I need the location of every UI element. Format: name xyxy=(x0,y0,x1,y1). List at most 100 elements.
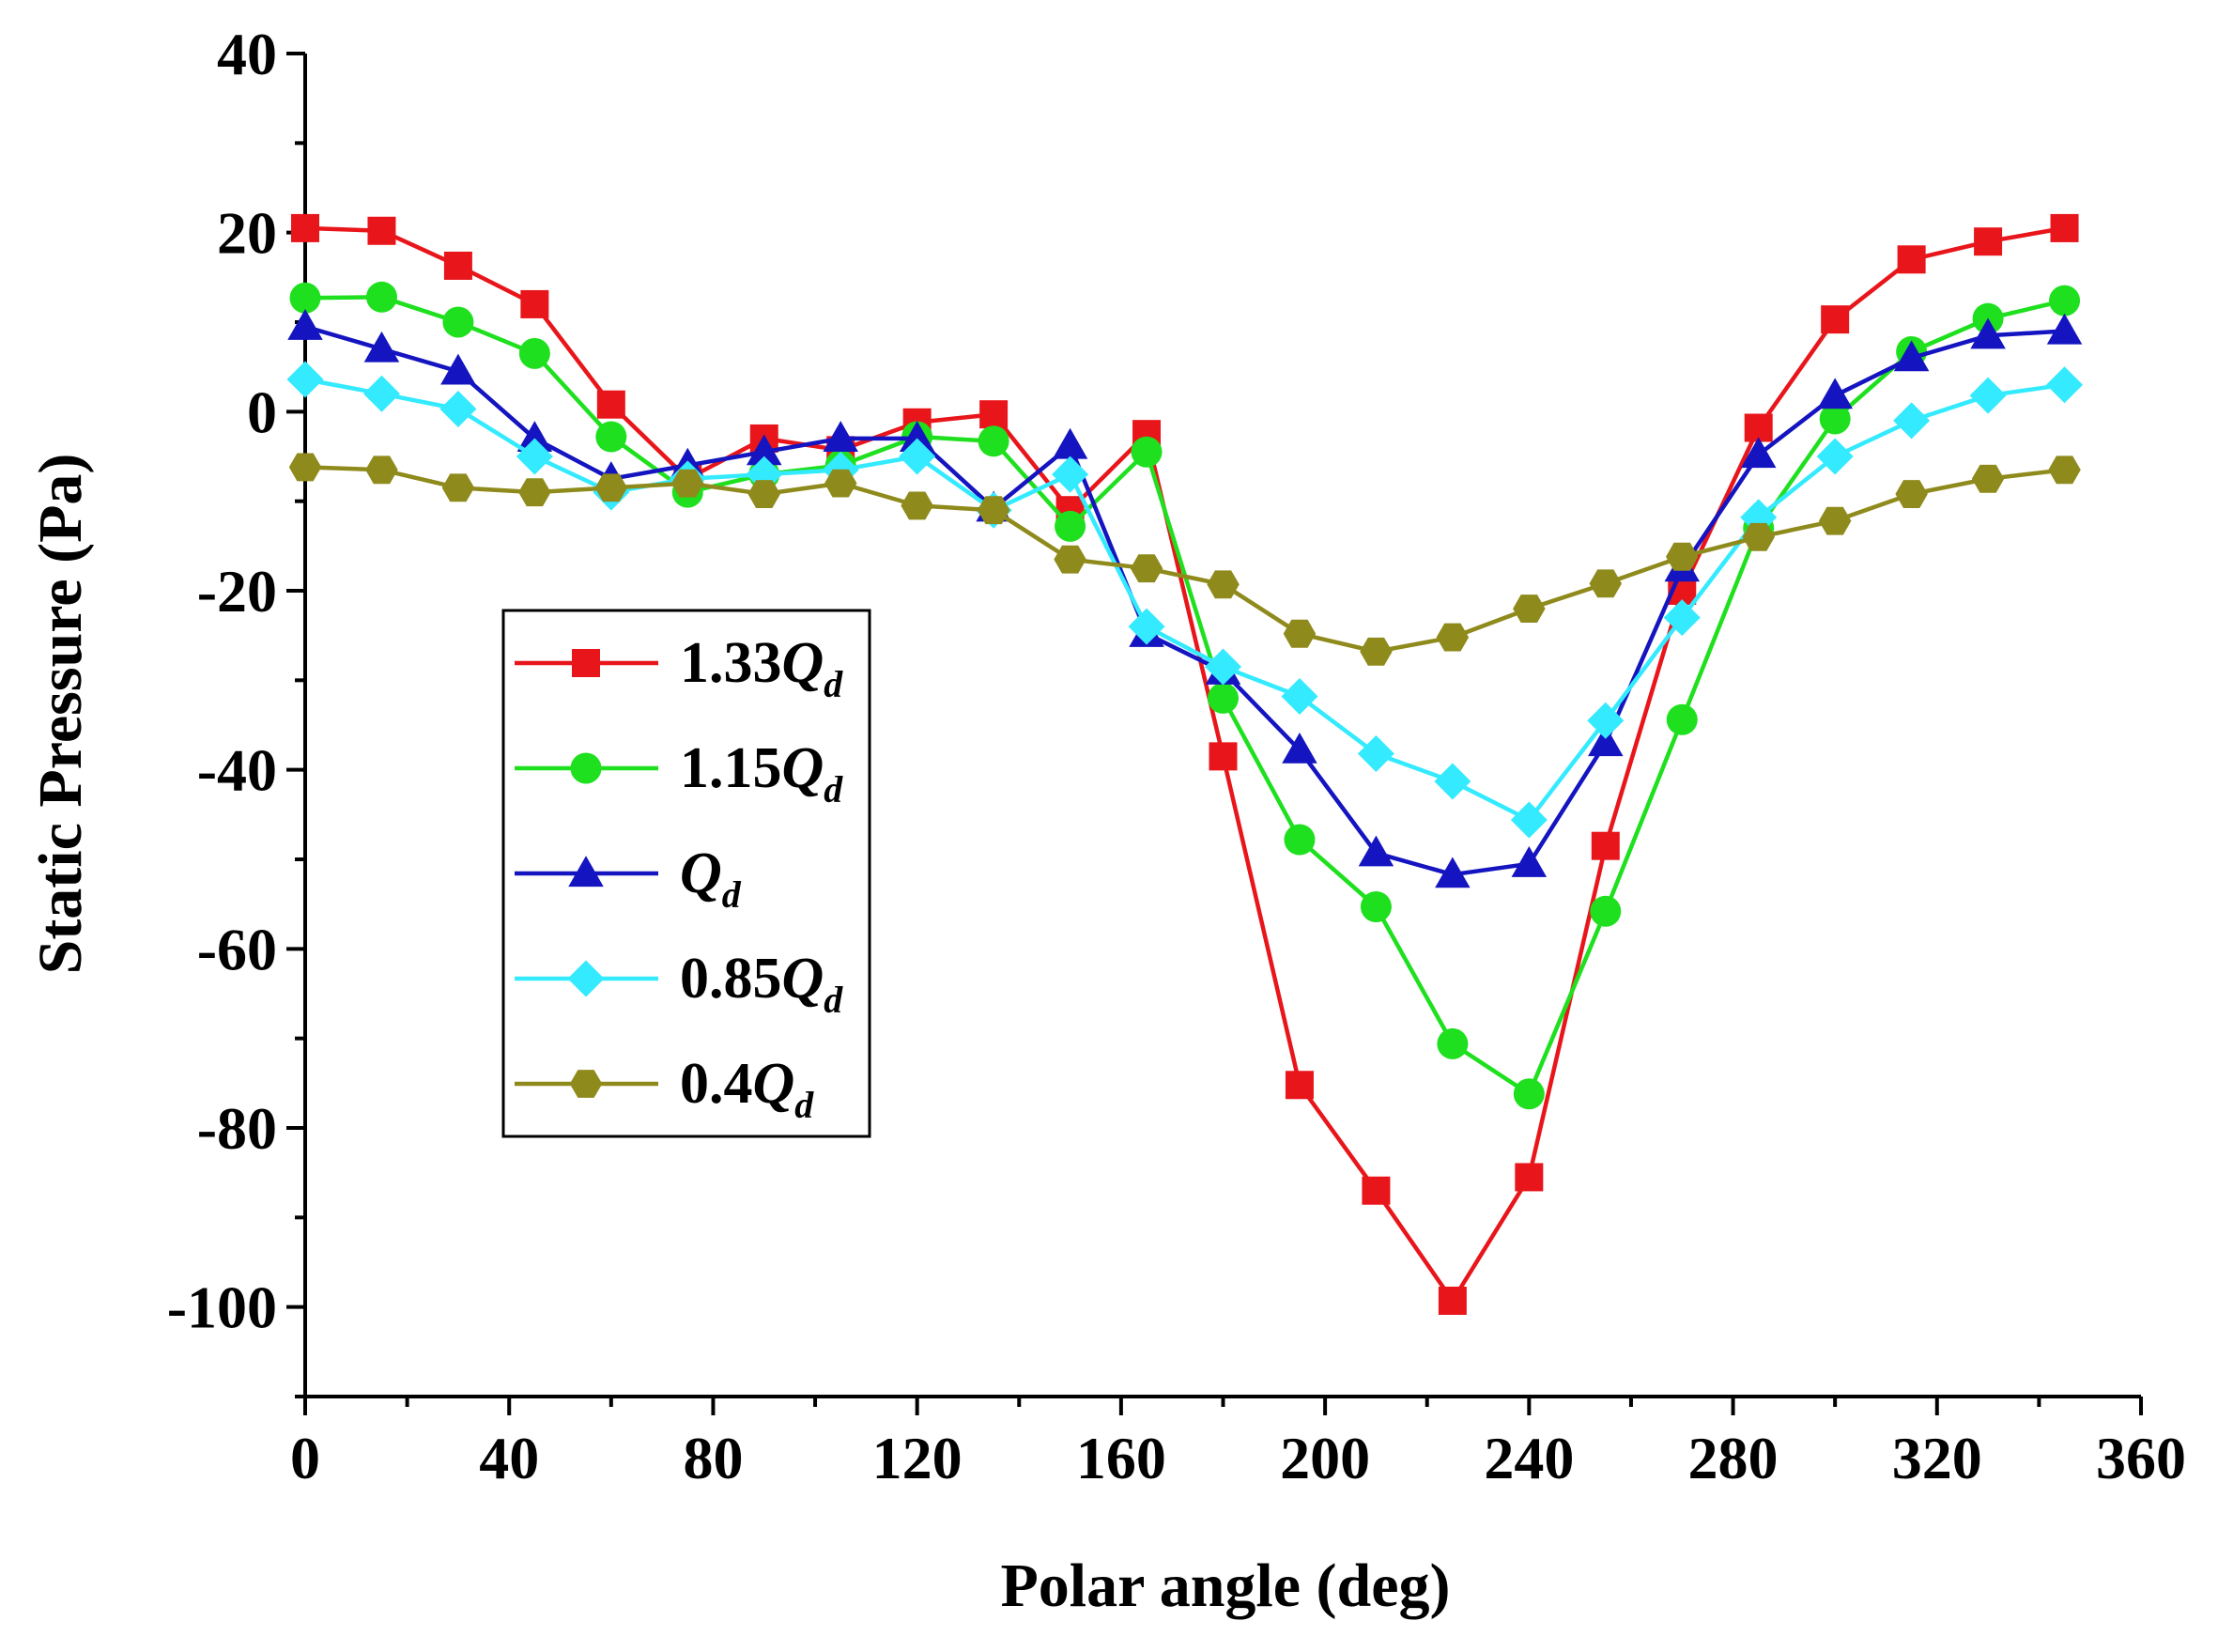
legend-label-coef: 0.4 xyxy=(680,1052,753,1116)
legend-marker xyxy=(572,649,600,677)
legend-entry: 0.85Qd xyxy=(515,947,843,1021)
series-5 xyxy=(288,453,2081,666)
data-point xyxy=(977,496,1010,525)
data-point xyxy=(286,361,324,398)
legend-label-sub: d xyxy=(824,768,843,811)
data-point xyxy=(823,421,858,452)
data-point xyxy=(1360,891,1392,923)
data-point xyxy=(1742,522,1775,551)
data-point xyxy=(671,469,704,498)
data-point xyxy=(442,306,474,338)
data-point xyxy=(287,309,323,340)
data-point xyxy=(1974,227,2003,256)
legend-marker xyxy=(568,856,604,888)
data-point xyxy=(1510,801,1548,839)
y-tick-label: -80 xyxy=(197,1095,277,1162)
data-point xyxy=(1591,831,1620,860)
data-point xyxy=(1285,1071,1314,1100)
legend-label: 1.15Qd xyxy=(680,736,843,811)
data-point xyxy=(1055,510,1086,542)
data-point xyxy=(1515,1163,1544,1192)
legend-label-var: Q xyxy=(782,736,824,800)
data-point xyxy=(1436,623,1470,652)
data-point xyxy=(1437,1027,1469,1059)
y-tick-label: -60 xyxy=(197,916,277,982)
data-point xyxy=(516,421,553,452)
data-point xyxy=(1666,542,1699,571)
data-point xyxy=(1438,1286,1467,1315)
data-point xyxy=(1740,437,1777,469)
data-point xyxy=(362,375,400,412)
data-point xyxy=(520,289,549,318)
data-point xyxy=(2046,313,2083,345)
legend-label-coef: 0.85 xyxy=(680,947,782,1011)
series-line xyxy=(304,225,2065,1304)
data-point xyxy=(2050,213,2079,242)
legend-label-sub: d xyxy=(824,979,843,1021)
legend-label: Qd xyxy=(680,841,742,916)
data-point xyxy=(1511,846,1548,877)
legend-label-var: Q xyxy=(753,1052,795,1116)
y-tick-label: 20 xyxy=(217,200,277,267)
data-point xyxy=(1131,436,1163,468)
x-tick-label: 320 xyxy=(1892,1425,1982,1491)
data-point xyxy=(1513,594,1546,623)
y-tick-label: 0 xyxy=(247,378,277,445)
data-point xyxy=(518,337,550,369)
data-point xyxy=(1816,438,1854,475)
data-point xyxy=(1435,857,1471,888)
data-point xyxy=(441,473,475,502)
x-tick-label: 360 xyxy=(2096,1425,2186,1491)
data-point xyxy=(1893,340,1930,372)
data-point xyxy=(1130,554,1163,583)
data-point xyxy=(1208,682,1239,714)
axes: 0 40 80 120 160 200 240 280 320 36040200-20-40-60… xyxy=(167,21,2186,1491)
data-point xyxy=(1897,245,1926,274)
data-point xyxy=(747,480,780,508)
x-tick-label: 120 xyxy=(872,1425,963,1491)
data-point xyxy=(2049,285,2081,317)
legend-entry: 0.4Qd xyxy=(515,1052,814,1126)
data-point xyxy=(824,469,857,498)
legend-marker xyxy=(570,752,602,784)
legend-label: 0.4Qd xyxy=(680,1052,814,1126)
data-point xyxy=(1052,427,1088,459)
data-point xyxy=(367,216,396,245)
data-point xyxy=(899,438,936,475)
data-point xyxy=(363,331,400,363)
data-point xyxy=(1590,895,1622,927)
data-point xyxy=(1207,570,1240,599)
legend-label-sub: d xyxy=(722,873,742,916)
data-point xyxy=(1282,732,1317,764)
data-point xyxy=(1205,648,1241,686)
data-point xyxy=(516,438,553,475)
data-point xyxy=(1663,599,1701,637)
data-point xyxy=(440,353,476,385)
data-point xyxy=(1971,464,2005,493)
series-layer xyxy=(286,213,2084,1315)
data-point xyxy=(1821,305,1850,334)
legend-label: 1.33Qd xyxy=(680,631,843,705)
data-point xyxy=(1281,677,1318,715)
x-tick-label: 240 xyxy=(1484,1425,1574,1491)
data-point xyxy=(1052,455,1089,493)
data-point xyxy=(1054,545,1086,574)
data-point xyxy=(1969,377,2007,414)
data-point xyxy=(978,425,1009,457)
data-point xyxy=(747,434,782,466)
data-point xyxy=(439,390,477,427)
y-tick-label: 40 xyxy=(217,21,277,87)
legend-label-sub: d xyxy=(794,1084,814,1126)
data-point xyxy=(1970,317,2006,349)
data-point xyxy=(1434,763,1471,800)
x-tick-label: 40 xyxy=(479,1425,539,1491)
data-point xyxy=(1817,378,1853,409)
data-point xyxy=(443,251,472,280)
data-point xyxy=(1357,735,1394,773)
data-point xyxy=(1362,1176,1391,1205)
data-point xyxy=(1587,702,1625,739)
x-tick-label: 80 xyxy=(683,1425,743,1491)
data-point xyxy=(1513,1078,1545,1110)
legend-label-sub: d xyxy=(824,663,843,705)
